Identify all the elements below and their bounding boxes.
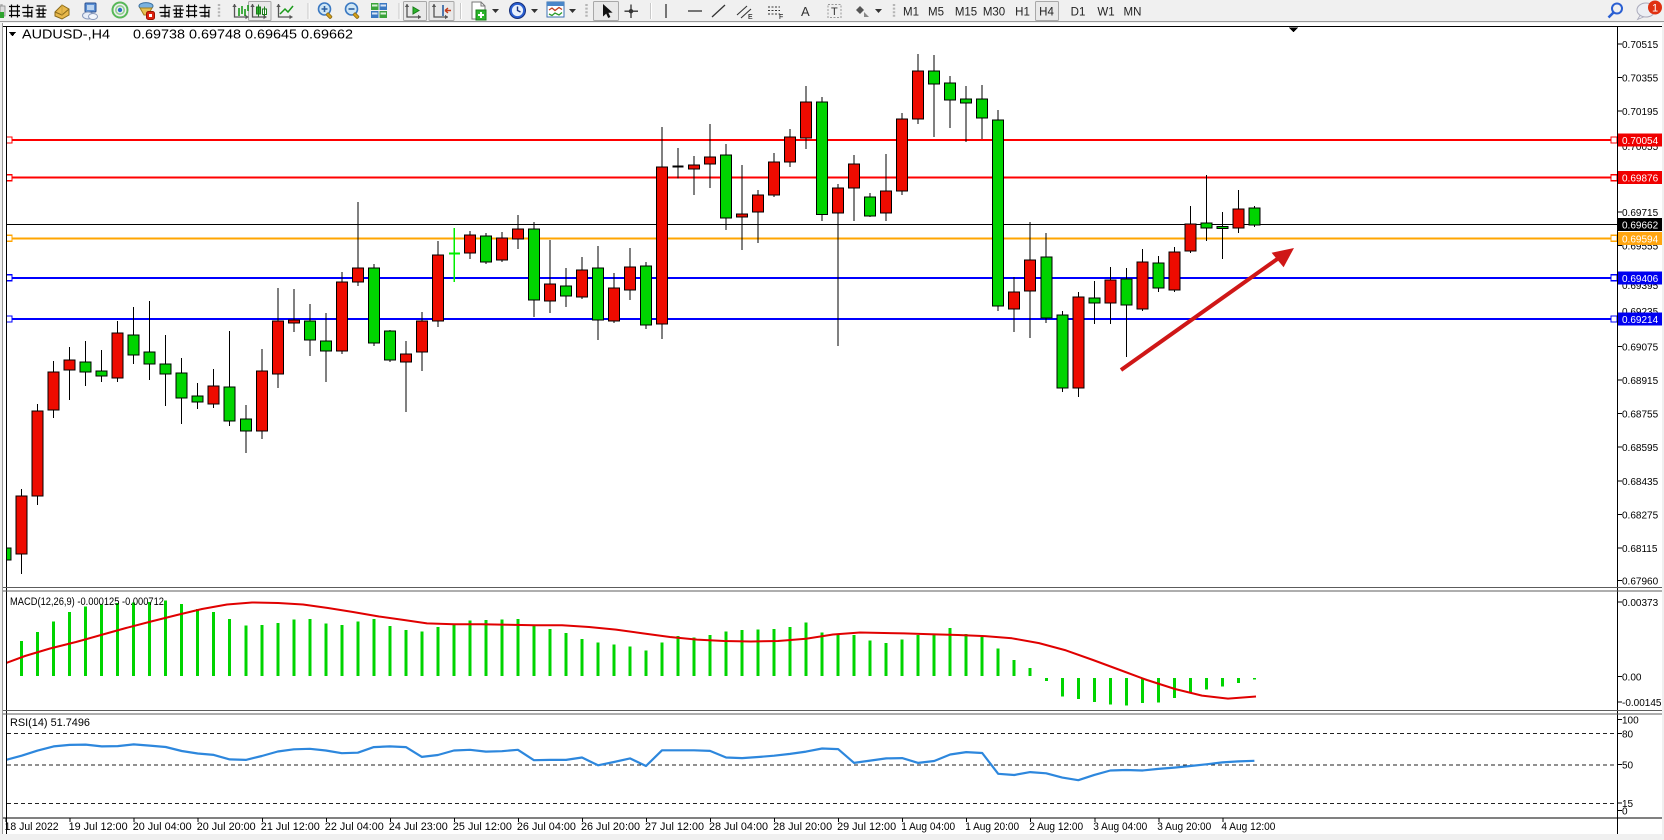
svg-text:0.68275: 0.68275: [1622, 510, 1659, 521]
svg-text:0: 0: [1622, 807, 1628, 818]
svg-text:26 Jul 04:00: 26 Jul 04:00: [517, 821, 576, 833]
svg-text:18 Jul 2022: 18 Jul 2022: [5, 821, 59, 833]
svg-text:1 Aug 20:00: 1 Aug 20:00: [965, 821, 1019, 833]
svg-text:24 Jul 23:00: 24 Jul 23:00: [389, 821, 448, 833]
svg-text:20 Jul 20:00: 20 Jul 20:00: [197, 821, 256, 833]
svg-text:0.69395: 0.69395: [1622, 281, 1659, 292]
svg-text:E: E: [748, 14, 753, 21]
svg-text:W1: W1: [1097, 7, 1114, 19]
svg-text:0.69075: 0.69075: [1622, 342, 1659, 353]
svg-text:3 Aug 20:00: 3 Aug 20:00: [1157, 821, 1211, 833]
svg-text:H1: H1: [1015, 7, 1030, 19]
svg-text:0.69214: 0.69214: [1622, 315, 1659, 326]
svg-text:-0.00145: -0.00145: [1622, 698, 1662, 709]
svg-text:4 Aug 12:00: 4 Aug 12:00: [1221, 821, 1275, 833]
svg-text:M1: M1: [903, 7, 919, 19]
svg-text:0.70355: 0.70355: [1622, 74, 1659, 85]
svg-text:AUDUSD-,H4: AUDUSD-,H4: [22, 27, 110, 42]
svg-text:27 Jul 12:00: 27 Jul 12:00: [645, 821, 704, 833]
svg-text:0.69876: 0.69876: [1622, 174, 1659, 185]
svg-text:29 Jul 12:00: 29 Jul 12:00: [837, 821, 896, 833]
svg-text:D1: D1: [1071, 7, 1086, 19]
svg-text:1: 1: [1652, 3, 1658, 15]
svg-text:0.70515: 0.70515: [1622, 40, 1659, 51]
svg-text:100: 100: [1622, 716, 1639, 727]
svg-text:0.67960: 0.67960: [1622, 577, 1659, 588]
svg-text:H4: H4: [1039, 7, 1054, 19]
svg-text:0.69662: 0.69662: [1622, 221, 1659, 232]
svg-text:0.70055: 0.70055: [1622, 142, 1659, 153]
svg-text:25 Jul 12:00: 25 Jul 12:00: [453, 821, 512, 833]
svg-text:0.69738 0.69748 0.69645 0.6966: 0.69738 0.69748 0.69645 0.69662: [133, 27, 353, 42]
svg-text:80: 80: [1622, 730, 1634, 741]
svg-text:0.68755: 0.68755: [1622, 410, 1659, 421]
svg-text:M5: M5: [928, 7, 944, 19]
svg-text:MN: MN: [1124, 7, 1142, 19]
svg-text:15: 15: [1622, 799, 1634, 810]
svg-text:26 Jul 20:00: 26 Jul 20:00: [581, 821, 640, 833]
svg-text:28 Jul 20:00: 28 Jul 20:00: [773, 821, 832, 833]
svg-text:0.70195: 0.70195: [1622, 107, 1659, 118]
svg-text:F: F: [779, 14, 783, 21]
svg-text:3 Aug 04:00: 3 Aug 04:00: [1093, 821, 1147, 833]
svg-text:RSI(14) 51.7496: RSI(14) 51.7496: [10, 717, 90, 729]
svg-text:20 Jul 04:00: 20 Jul 04:00: [133, 821, 192, 833]
svg-text:21 Jul 12:00: 21 Jul 12:00: [261, 821, 320, 833]
svg-text:0.69715: 0.69715: [1622, 208, 1659, 219]
svg-text:0.69555: 0.69555: [1622, 242, 1659, 253]
svg-text:0.68915: 0.68915: [1622, 376, 1659, 387]
svg-text:50: 50: [1622, 761, 1634, 772]
svg-text:0.68595: 0.68595: [1622, 443, 1659, 454]
svg-text:A: A: [801, 4, 810, 19]
svg-text:M15: M15: [955, 7, 977, 19]
svg-text:0.68115: 0.68115: [1622, 544, 1658, 555]
svg-text:T: T: [831, 6, 838, 18]
svg-text:0.00373: 0.00373: [1622, 598, 1659, 609]
svg-text:MACD(12,26,9) -0.000125 -0.000: MACD(12,26,9) -0.000125 -0.000712: [10, 596, 164, 608]
svg-text:0.00: 0.00: [1622, 673, 1642, 684]
svg-text:0.70054: 0.70054: [1622, 136, 1659, 147]
svg-text:2 Aug 12:00: 2 Aug 12:00: [1029, 821, 1083, 833]
svg-text:22 Jul 04:00: 22 Jul 04:00: [325, 821, 384, 833]
svg-text:0.69406: 0.69406: [1622, 274, 1659, 285]
svg-text:0.69594: 0.69594: [1622, 234, 1659, 245]
svg-text:0.68435: 0.68435: [1622, 477, 1659, 488]
svg-text:1 Aug 04:00: 1 Aug 04:00: [901, 821, 955, 833]
svg-text:19 Jul 12:00: 19 Jul 12:00: [69, 821, 128, 833]
svg-text:M30: M30: [983, 7, 1005, 19]
svg-text:28 Jul 04:00: 28 Jul 04:00: [709, 821, 768, 833]
